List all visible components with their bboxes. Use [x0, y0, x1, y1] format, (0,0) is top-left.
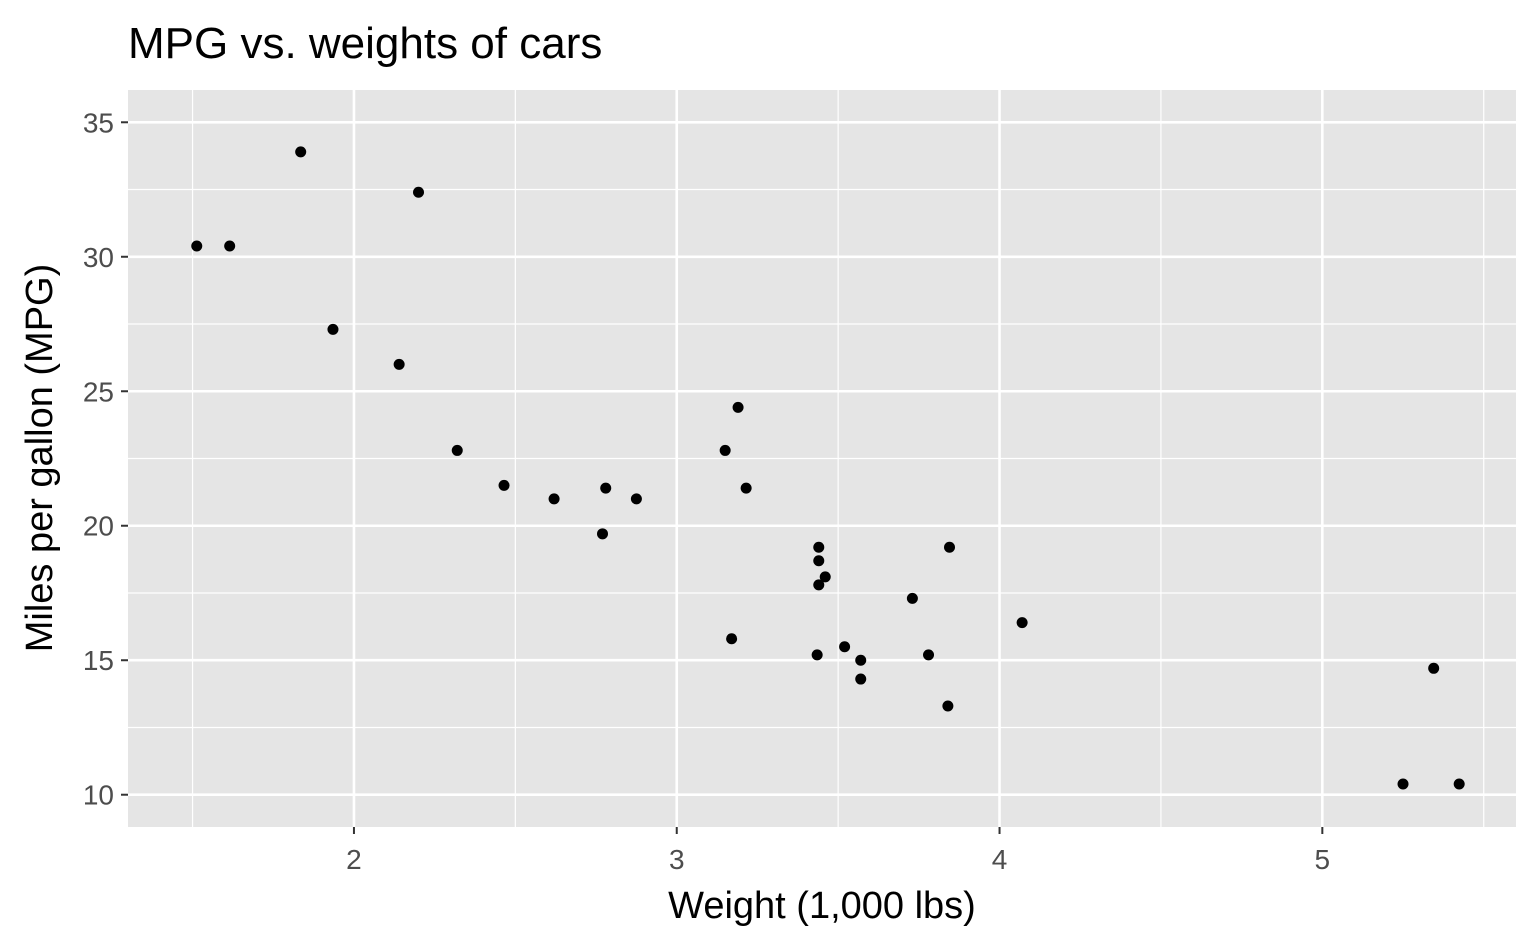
data-point	[839, 641, 851, 653]
data-point	[630, 493, 642, 505]
data-point	[906, 592, 918, 604]
data-point	[819, 571, 831, 583]
data-point	[327, 323, 339, 335]
data-point	[942, 700, 954, 712]
y-tick-label: 35	[83, 107, 114, 138]
data-point	[719, 444, 731, 456]
y-tick-label: 20	[83, 511, 114, 542]
data-points	[191, 146, 1465, 790]
data-point	[732, 401, 744, 413]
x-tick-label: 5	[1315, 844, 1331, 875]
data-point	[726, 633, 738, 645]
data-point	[600, 482, 612, 494]
y-axis: 10 15 20 25 30 35	[83, 107, 128, 811]
data-point	[813, 579, 825, 591]
y-tick-label: 10	[83, 780, 114, 811]
data-point	[855, 673, 867, 685]
x-tick-label: 2	[346, 844, 362, 875]
data-point	[597, 528, 609, 540]
data-point	[855, 654, 867, 666]
major-gridlines	[128, 90, 1516, 827]
y-axis-title: Miles per gallon (MPG)	[19, 264, 61, 653]
minor-gridlines	[128, 90, 1516, 827]
data-point	[413, 186, 425, 198]
x-axis-title: Weight (1,000 lbs)	[668, 885, 976, 927]
data-point	[191, 240, 203, 252]
data-point	[1397, 778, 1409, 790]
data-point	[393, 358, 405, 370]
x-tick-label: 4	[992, 844, 1008, 875]
data-point	[740, 482, 752, 494]
data-point	[923, 649, 935, 661]
data-point	[451, 444, 463, 456]
data-point	[498, 479, 510, 491]
data-point	[224, 240, 236, 252]
data-point	[1016, 617, 1028, 629]
data-point	[1453, 778, 1465, 790]
x-axis: 2 3 4 5	[346, 827, 1330, 875]
y-tick-label: 25	[83, 376, 114, 407]
y-tick-label: 15	[83, 645, 114, 676]
x-tick-label: 3	[669, 844, 685, 875]
y-tick-label: 30	[83, 242, 114, 273]
data-point	[944, 541, 956, 553]
data-point	[1428, 662, 1440, 674]
data-point	[295, 146, 307, 158]
data-point	[813, 541, 825, 553]
data-point	[813, 555, 825, 567]
data-point	[811, 649, 823, 661]
data-point	[548, 493, 560, 505]
chart-title: MPG vs. weights of cars	[128, 19, 602, 68]
